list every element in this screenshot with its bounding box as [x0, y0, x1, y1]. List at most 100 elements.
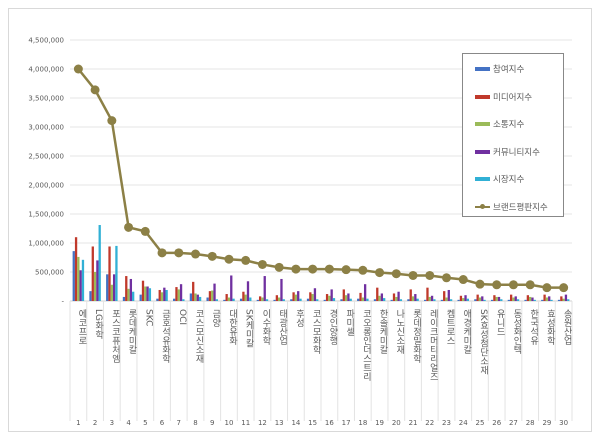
- bar-1-7: [175, 287, 178, 301]
- category-label: 유니드: [495, 309, 505, 336]
- legend-label: 시장지수: [493, 175, 525, 185]
- bar-0-26: [490, 299, 494, 301]
- bar-4-6: [165, 289, 168, 301]
- y-tick-label: -: [61, 298, 64, 306]
- bar-0-19: [373, 299, 377, 301]
- rank-label: 29: [542, 419, 551, 427]
- bar-4-14: [299, 298, 302, 301]
- category-label: 코스모신소재: [194, 309, 204, 364]
- legend-swatch-icon: [475, 149, 490, 154]
- rank-label: 5: [143, 419, 147, 427]
- bar-4-3: [115, 245, 118, 301]
- rank-label: 4: [126, 419, 131, 427]
- bar-1-3: [108, 246, 111, 301]
- legend-swatch-icon: [475, 94, 490, 99]
- category-label: 송원산업: [562, 309, 572, 345]
- rank-label: 14: [291, 419, 300, 427]
- brand-index-point-12: [257, 259, 267, 269]
- bar-1-1: [74, 237, 78, 301]
- brand-index-point-28: [525, 280, 535, 290]
- legend-line-marker-icon: [475, 203, 490, 209]
- bar-2-19: [378, 295, 381, 301]
- bar-3-29: [548, 296, 551, 301]
- rank-label: 19: [375, 419, 384, 427]
- legend-item: 시장지수: [475, 173, 524, 185]
- brand-index-point-4: [124, 222, 134, 232]
- bar-0-17: [340, 299, 343, 301]
- legend-swatch-icon: [475, 177, 490, 181]
- y-tick-label: 2,000,000: [28, 182, 64, 190]
- bar-3-24: [464, 295, 467, 301]
- brand-index-point-19: [375, 268, 385, 278]
- rank-label: 25: [476, 419, 485, 427]
- brand-index-point-5: [140, 226, 150, 236]
- bar-1-16: [325, 294, 329, 301]
- bar-1-10: [225, 294, 228, 301]
- rank-label: 6: [160, 419, 165, 427]
- category-label: 롯데정밀화학: [411, 309, 421, 364]
- bar-4-29: [550, 299, 553, 301]
- legend-swatch-icon: [475, 122, 490, 126]
- legend-item: 소통지수: [475, 118, 524, 130]
- bar-1-5: [141, 280, 145, 301]
- bar-4-13: [282, 299, 285, 301]
- legend-label: 미디어지수: [493, 92, 533, 103]
- bar-2-21: [411, 296, 415, 301]
- bar-4-2: [98, 225, 101, 301]
- category-label: 금호석유화학: [160, 309, 170, 364]
- category-label: 효성화학: [545, 309, 555, 346]
- y-tick-label: 2,500,000: [28, 153, 64, 161]
- bar-0-5: [139, 294, 142, 301]
- brand-index-point-9: [207, 251, 217, 261]
- brand-index-point-30: [559, 283, 569, 293]
- category-label: 에코프로: [76, 309, 86, 345]
- category-label: 롯데케미칼: [127, 309, 137, 354]
- rank-label: 10: [225, 419, 234, 427]
- bar-1-23: [443, 291, 446, 301]
- bar-4-19: [383, 298, 386, 301]
- bar-1-21: [409, 289, 412, 301]
- category-label: 동성화인텍: [511, 309, 521, 355]
- bar-2-9: [211, 290, 214, 301]
- bar-1-24: [459, 295, 463, 301]
- bar-2-27: [512, 297, 515, 301]
- bar-4-8: [198, 296, 202, 301]
- category-label: OCI: [177, 309, 187, 325]
- category-label: 코스모화학: [311, 309, 321, 355]
- category-label: 한국석유: [528, 309, 538, 346]
- bar-1-14: [292, 292, 295, 301]
- category-label: 파미셀: [344, 309, 354, 336]
- bar-4-10: [232, 298, 235, 301]
- bar-2-18: [361, 297, 364, 301]
- category-label: SK케미칼: [244, 309, 254, 348]
- bar-4-1: [81, 259, 85, 301]
- bar-3-19: [380, 293, 384, 301]
- legend-label: 참여지수: [493, 65, 525, 75]
- rank-label: 22: [425, 419, 434, 427]
- rank-label: 1: [76, 419, 80, 427]
- bar-2-29: [545, 297, 549, 301]
- legend: 참여지수 미디어지수 소통지수 커뮤니티지수 시장지수 브랜드평판지수: [462, 53, 564, 217]
- rank-label: 18: [358, 419, 367, 427]
- category-label: 이수화학: [260, 309, 270, 346]
- bar-4-17: [349, 298, 352, 301]
- rank-label: 15: [308, 419, 317, 427]
- legend-label: 소통지수: [493, 120, 525, 130]
- brand-index-point-24: [458, 275, 468, 285]
- bar-1-12: [258, 296, 262, 301]
- bar-1-27: [509, 294, 513, 301]
- category-label: 코오롱인더스트리: [361, 309, 371, 382]
- y-tick-label: 4,000,000: [28, 66, 64, 74]
- rank-label: 3: [110, 419, 114, 427]
- bar-4-20: [399, 299, 403, 301]
- bar-4-27: [516, 299, 520, 301]
- y-tick-label: 500,000: [35, 269, 64, 277]
- bar-4-11: [249, 297, 252, 301]
- bar-3-18: [363, 284, 367, 301]
- bar-0-2: [89, 291, 92, 301]
- bar-3-30: [564, 294, 568, 301]
- bar-0-12: [256, 299, 259, 301]
- category-label: 켐트로스: [445, 308, 455, 345]
- rank-label: 26: [492, 419, 501, 427]
